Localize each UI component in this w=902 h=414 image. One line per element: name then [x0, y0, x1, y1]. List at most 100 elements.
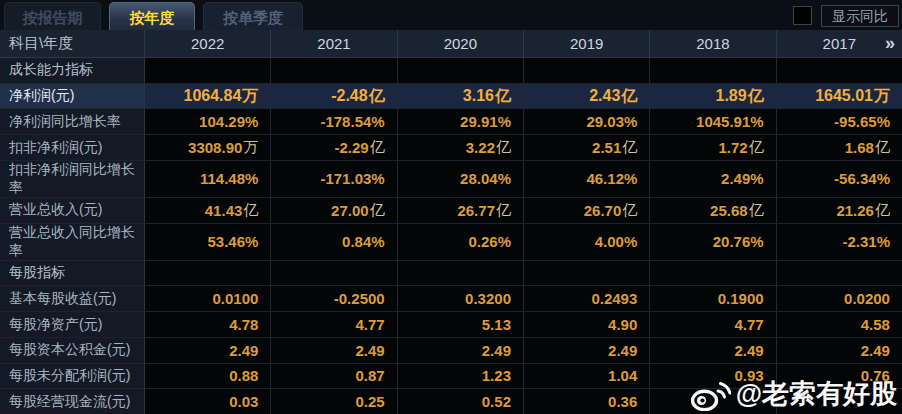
table-cell: 0.1900: [650, 286, 776, 311]
tab-by-quarter[interactable]: 按单季度: [203, 2, 303, 30]
table-cell: 2.49: [145, 338, 271, 363]
table-cell: 21.26亿: [777, 198, 902, 223]
header-year-column: 2020: [398, 30, 524, 57]
financial-indicators-panel: 按报告期 按年度 按单季度 显示同比 科目\年度2022202120202019…: [0, 0, 902, 414]
table-cell: 0.0200: [777, 286, 902, 311]
table-row: 基本每股收益(元)0.0100-0.25000.32000.24930.1900…: [0, 286, 902, 312]
table-cell: [650, 389, 776, 414]
row-label: 扣非净利润同比增长率: [0, 161, 145, 197]
header-year-column: 2021: [271, 30, 397, 57]
row-label: 每股指标: [0, 261, 145, 286]
table-cell: 4.77: [271, 312, 397, 337]
table-header-row: 科目\年度202220212020201920182017»: [0, 30, 902, 58]
table-cell: 0.88: [145, 364, 271, 389]
more-columns-icon[interactable]: »: [885, 30, 893, 57]
table-cell: [145, 261, 271, 286]
tab-by-year[interactable]: 按年度: [109, 2, 195, 30]
table-cell: [777, 261, 902, 286]
table-cell: [524, 261, 650, 286]
table-cell: 29.91%: [398, 109, 524, 134]
table-cell: -171.03%: [271, 161, 397, 197]
table-cell: 25.68亿: [650, 198, 776, 223]
table-cell: 1.89亿: [650, 84, 776, 109]
table-cell: 1645.01万: [777, 84, 902, 109]
row-label: 每股未分配利润(元): [0, 364, 145, 389]
table-cell: 0.87: [271, 364, 397, 389]
table-cell: 0.93: [650, 364, 776, 389]
table-cell: 0.36: [524, 389, 650, 414]
row-label: 净利润同比增长率: [0, 109, 145, 134]
row-label: 营业总收入同比增长率: [0, 224, 145, 260]
table-cell: 2.49: [271, 338, 397, 363]
table-cell: [145, 58, 271, 83]
table-row: 每股净资产(元)4.784.775.134.904.774.58: [0, 312, 902, 338]
row-label: 每股资本公积金(元): [0, 338, 145, 363]
table-cell: 1045.91%: [650, 109, 776, 134]
period-tabbar: 按报告期 按年度 按单季度 显示同比: [0, 0, 902, 30]
table-cell: 3308.90万: [145, 135, 271, 160]
table-cell: 0.25: [271, 389, 397, 414]
table-row: 每股资本公积金(元)2.492.492.492.492.492.49: [0, 338, 902, 364]
row-label: 净利润(元): [0, 84, 145, 109]
table-cell: 1.72亿: [650, 135, 776, 160]
table-cell: 5.13: [398, 312, 524, 337]
table-cell: [650, 261, 776, 286]
table-cell: [398, 58, 524, 83]
table-row: 每股经营现金流(元)0.030.250.520.36: [0, 389, 902, 414]
table-cell: 4.78: [145, 312, 271, 337]
table-cell: 1.68亿: [777, 135, 902, 160]
table-cell: 3.22亿: [398, 135, 524, 160]
show-yoy-label[interactable]: 显示同比: [821, 5, 899, 27]
table-cell: -2.48亿: [271, 84, 397, 109]
table-cell: 1064.84万: [145, 84, 271, 109]
row-label: 成长能力指标: [0, 58, 145, 83]
table-cell: 0.52: [398, 389, 524, 414]
financial-table: 科目\年度202220212020201920182017» 成长能力指标净利润…: [0, 30, 902, 414]
table-cell: 53.46%: [145, 224, 271, 260]
table-cell: 3.16亿: [398, 84, 524, 109]
table-cell: 41.43亿: [145, 198, 271, 223]
table-cell: 46.12%: [524, 161, 650, 197]
header-year-column: 2019: [524, 30, 650, 57]
table-cell: 29.03%: [524, 109, 650, 134]
table-cell: 0.76: [777, 364, 902, 389]
table-row: 营业总收入(元)41.43亿27.00亿26.77亿26.70亿25.68亿21…: [0, 198, 902, 224]
header-year-column: 2018: [650, 30, 776, 57]
table-cell: 0.0100: [145, 286, 271, 311]
row-label: 基本每股收益(元): [0, 286, 145, 311]
table-cell: 104.29%: [145, 109, 271, 134]
table-row: 扣非净利润(元)3308.90万-2.29亿3.22亿2.51亿1.72亿1.6…: [0, 135, 902, 161]
table-cell: [650, 58, 776, 83]
table-row: 成长能力指标: [0, 58, 902, 84]
table-cell: 2.49%: [650, 161, 776, 197]
table-cell: 28.04%: [398, 161, 524, 197]
table-cell: 4.77: [650, 312, 776, 337]
table-row: 扣非净利润同比增长率114.48%-171.03%28.04%46.12%2.4…: [0, 161, 902, 198]
table-cell: 0.3200: [398, 286, 524, 311]
table-row: 净利润同比增长率104.29%-178.54%29.91%29.03%1045.…: [0, 109, 902, 135]
header-year-column: 2017»: [777, 30, 902, 57]
table-cell: 0.26%: [398, 224, 524, 260]
table-cell: [524, 58, 650, 83]
table-cell: -178.54%: [271, 109, 397, 134]
table-cell: 0.84%: [271, 224, 397, 260]
table-cell: 26.70亿: [524, 198, 650, 223]
tab-by-report-period[interactable]: 按报告期: [4, 2, 101, 30]
table-cell: 2.49: [524, 338, 650, 363]
table-cell: 26.77亿: [398, 198, 524, 223]
table-cell: 2.43亿: [524, 84, 650, 109]
table-cell: [777, 58, 902, 83]
table-cell: [271, 58, 397, 83]
table-cell: 1.23: [398, 364, 524, 389]
table-cell: -2.29亿: [271, 135, 397, 160]
table-cell: -56.34%: [777, 161, 902, 197]
table-cell: 114.48%: [145, 161, 271, 197]
table-cell: -95.65%: [777, 109, 902, 134]
show-yoy-checkbox[interactable]: [793, 6, 812, 25]
row-label: 每股经营现金流(元): [0, 389, 145, 414]
header-year-column: 2022: [145, 30, 271, 57]
table-cell: -0.2500: [271, 286, 397, 311]
row-label: 扣非净利润(元): [0, 135, 145, 160]
table-cell: 1.04: [524, 364, 650, 389]
table-cell: 4.58: [777, 312, 902, 337]
